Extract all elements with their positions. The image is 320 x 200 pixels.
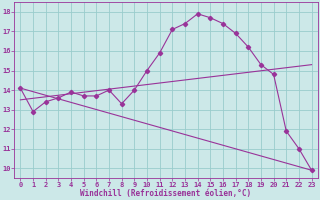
X-axis label: Windchill (Refroidissement éolien,°C): Windchill (Refroidissement éolien,°C) bbox=[80, 189, 252, 198]
